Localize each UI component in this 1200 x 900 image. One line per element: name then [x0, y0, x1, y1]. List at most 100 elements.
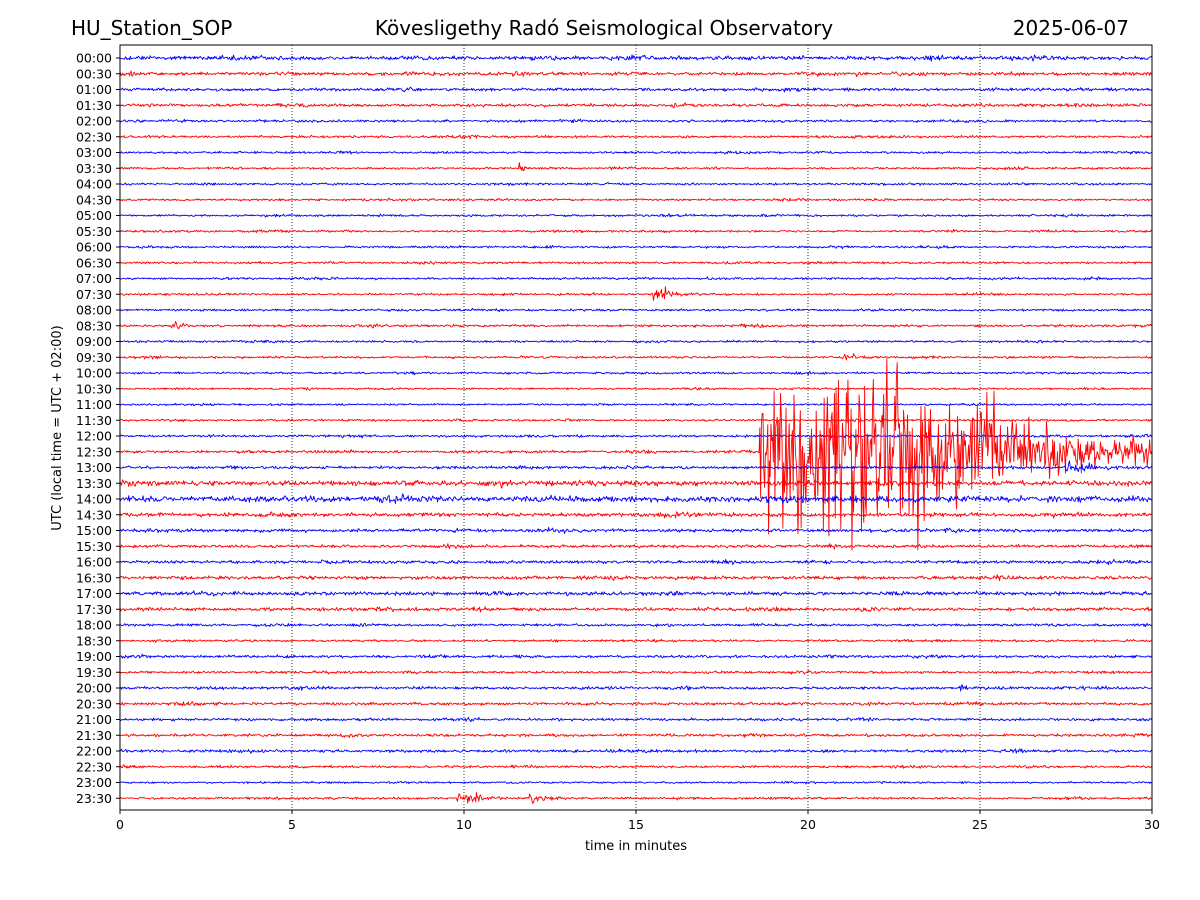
x-axis-label: time in minutes [585, 839, 687, 854]
y-tick-label: 23:00 [76, 775, 112, 790]
y-tick-label: 11:30 [76, 413, 112, 428]
trace-1530 [119, 543, 1153, 550]
trace-2000 [119, 684, 1153, 692]
trace-1130 [119, 418, 1153, 423]
trace-1930 [119, 670, 1153, 675]
trace-1230 [119, 358, 1153, 551]
trace-1700 [119, 590, 1153, 597]
x-tick-label: 0 [116, 817, 124, 832]
y-axis-ticks: 00:0000:3001:0001:3002:0002:3003:0003:30… [76, 51, 120, 806]
trace-1830 [119, 638, 1153, 643]
y-tick-label: 15:30 [76, 539, 112, 554]
trace-0630 [119, 260, 1153, 265]
trace-0000 [119, 54, 1153, 62]
x-tick-label: 10 [456, 817, 472, 832]
trace-0600 [119, 244, 1153, 250]
y-tick-label: 09:00 [76, 334, 112, 349]
y-tick-label: 18:30 [76, 633, 112, 648]
y-tick-label: 23:30 [76, 791, 112, 806]
y-tick-label: 10:30 [76, 381, 112, 396]
trace-2300 [119, 780, 1153, 785]
trace-0200 [119, 118, 1153, 124]
trace-1730 [119, 606, 1153, 613]
trace-0730 [119, 286, 1153, 301]
y-tick-label: 03:00 [76, 145, 112, 160]
y-tick-label: 22:30 [76, 759, 112, 774]
trace-0230 [119, 134, 1153, 139]
trace-2200 [119, 748, 1153, 754]
y-tick-label: 06:30 [76, 255, 112, 270]
trace-1330 [119, 479, 1153, 489]
y-tick-label: 12:00 [76, 429, 112, 444]
y-tick-label: 05:00 [76, 208, 112, 223]
trace-2330 [119, 792, 1153, 805]
trace-1430 [119, 511, 1153, 519]
y-tick-label: 04:00 [76, 177, 112, 192]
y-tick-label: 13:30 [76, 476, 112, 491]
y-tick-label: 16:00 [76, 555, 112, 570]
trace-1300 [119, 460, 1153, 473]
y-tick-label: 22:00 [76, 744, 112, 759]
trace-0930 [119, 353, 1153, 361]
y-tick-label: 19:00 [76, 649, 112, 664]
trace-0100 [119, 86, 1153, 93]
y-tick-label: 02:30 [76, 129, 112, 144]
y-tick-label: 20:30 [76, 696, 112, 711]
trace-0330 [119, 162, 1153, 172]
y-tick-label: 02:00 [76, 114, 112, 129]
y-tick-label: 11:00 [76, 397, 112, 412]
y-tick-label: 03:30 [76, 161, 112, 176]
y-tick-label: 04:30 [76, 192, 112, 207]
y-tick-label: 01:30 [76, 98, 112, 113]
y-tick-label: 00:00 [76, 51, 112, 66]
y-tick-label: 07:00 [76, 271, 112, 286]
y-tick-label: 21:00 [76, 712, 112, 727]
trace-0400 [119, 182, 1153, 187]
trace-1000 [119, 370, 1153, 376]
trace-2130 [119, 732, 1153, 738]
date-title: 2025-06-07 [1013, 16, 1129, 40]
trace-2230 [119, 764, 1153, 769]
trace-1500 [119, 526, 1153, 534]
observatory-title: Kövesligethy Radó Seismological Observat… [375, 16, 833, 40]
trace-0130 [119, 102, 1153, 109]
trace-2030 [119, 701, 1153, 707]
y-tick-label: 14:00 [76, 492, 112, 507]
y-tick-label: 15:00 [76, 523, 112, 538]
trace-1900 [119, 653, 1153, 659]
x-axis-ticks: 0 5 10 15 20 25 30 [116, 810, 1160, 832]
y-tick-label: 05:30 [76, 224, 112, 239]
y-tick-label: 13:00 [76, 460, 112, 475]
vertical-gridlines [291, 45, 981, 810]
y-tick-label: 18:00 [76, 618, 112, 633]
trace-2100 [119, 716, 1153, 723]
trace-1400 [119, 493, 1153, 504]
trace-0900 [119, 339, 1153, 344]
x-tick-label: 30 [1144, 817, 1160, 832]
y-tick-label: 00:30 [76, 66, 112, 81]
trace-0700 [119, 276, 1153, 281]
y-tick-label: 12:30 [76, 444, 112, 459]
x-tick-label: 20 [800, 817, 816, 832]
x-tick-label: 5 [288, 817, 296, 832]
y-tick-label: 17:00 [76, 586, 112, 601]
y-tick-label: 10:00 [76, 366, 112, 381]
y-tick-label: 06:00 [76, 240, 112, 255]
y-tick-label: 19:30 [76, 665, 112, 680]
station-title: HU_Station_SOP [71, 16, 232, 40]
trace-1800 [119, 622, 1153, 628]
trace-0800 [119, 307, 1152, 313]
trace-0300 [119, 150, 1153, 155]
trace-1030 [119, 386, 1153, 391]
y-axis-label: UTC (local time = UTC + 02:00) [50, 325, 65, 530]
trace-0530 [119, 228, 1153, 234]
y-tick-label: 01:00 [76, 82, 112, 97]
x-tick-label: 15 [628, 817, 644, 832]
trace-0830 [119, 321, 1153, 330]
y-tick-label: 14:30 [76, 507, 112, 522]
seismic-traces [119, 54, 1153, 805]
y-tick-label: 21:30 [76, 728, 112, 743]
trace-1600 [119, 558, 1153, 566]
y-tick-label: 17:30 [76, 602, 112, 617]
